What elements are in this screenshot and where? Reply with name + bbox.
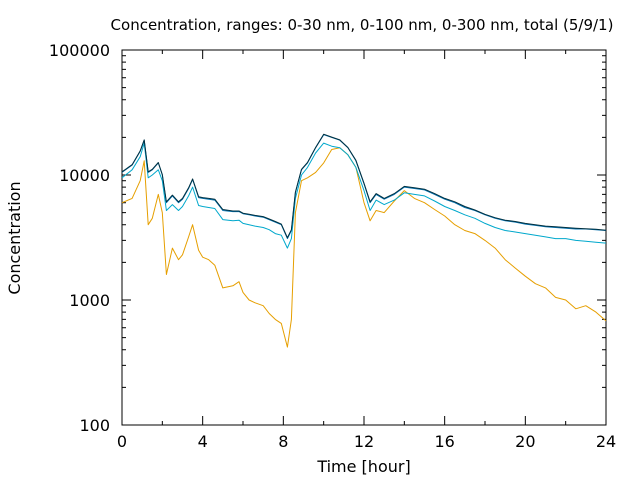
series-line-3	[121, 134, 607, 240]
x-axis-ticks: 0 4 8 12 16 20 24	[117, 50, 616, 451]
plot-frame	[121, 49, 607, 426]
x-tick-label: 16	[434, 432, 454, 451]
x-tick-label: 12	[354, 432, 374, 451]
y-tick-label: 10000	[59, 166, 110, 185]
x-tick-label: 0	[117, 432, 127, 451]
x-axis-label: Time [hour]	[316, 457, 410, 476]
y-tick-label: 1000	[69, 291, 110, 310]
y-tick-label: 100000	[49, 41, 110, 60]
x-tick-label: 4	[198, 432, 208, 451]
chart-title: Concentration, ranges: 0-30 nm, 0-100 nm…	[111, 16, 614, 34]
x-tick-label: 8	[278, 432, 288, 451]
y-axis-label: Concentration	[5, 181, 24, 294]
x-tick-label: 20	[515, 432, 535, 451]
x-tick-label: 24	[596, 432, 616, 451]
y-axis-ticks: 100 1000 10000 100000	[49, 41, 606, 435]
series-line-1	[121, 147, 607, 348]
series-line-2	[121, 142, 607, 249]
y-tick-label: 100	[79, 416, 110, 435]
series-line-4	[121, 133, 607, 239]
series-lines	[121, 133, 607, 348]
